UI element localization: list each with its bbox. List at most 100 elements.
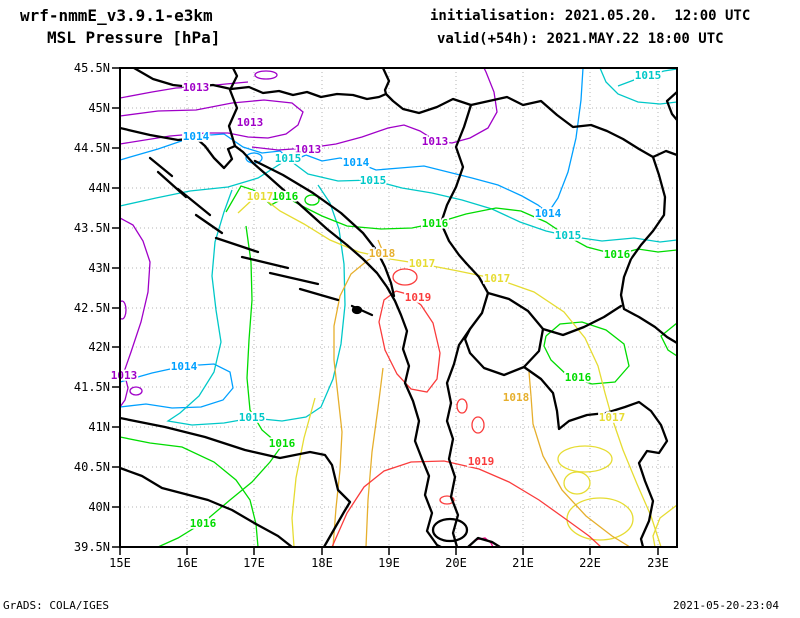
tick-layer — [112, 67, 659, 555]
contour-1014-line — [120, 68, 584, 214]
contour-group-1013 — [120, 68, 498, 408]
contour-label-1019: 1019 — [405, 291, 432, 304]
coastline-border — [439, 103, 473, 265]
coastline-border — [148, 156, 174, 178]
contour-1013-line — [120, 99, 304, 145]
lat-tick-label: 41.5N — [74, 380, 110, 394]
contour-label-1017: 1017 — [247, 190, 274, 203]
lat-tick-label: 39.5N — [74, 540, 110, 554]
axis-label-layer: 45.5N 45N 44.5N 44N 43.5N 43N 42.5N 42N 41.5N 41N… — [74, 61, 669, 570]
contour-1019-line — [378, 290, 441, 393]
lat-tick-label: 43N — [88, 261, 110, 275]
contour-group-1019 — [331, 268, 602, 547]
contour-label-1016: 1016 — [269, 437, 296, 450]
lat-tick-label: 40N — [88, 500, 110, 514]
contour-1015-line — [120, 158, 677, 243]
contour-label-1016: 1016 — [604, 248, 631, 261]
contour-label-1015: 1015 — [555, 229, 582, 242]
contour-label-layer: 1013 1013 1013 1013 1013 1014 1014 1014 1014 1015… — [109, 67, 663, 532]
contour-1017-loop — [563, 471, 591, 495]
lon-tick-label: 23E — [647, 556, 669, 570]
contour-1014-line — [120, 363, 234, 409]
lon-tick-label: 22E — [579, 556, 601, 570]
island-shape — [431, 517, 469, 543]
coastline-border — [381, 68, 677, 159]
coastline-border — [619, 155, 677, 345]
coastline-border — [463, 291, 545, 377]
coastline-layer — [120, 68, 677, 547]
contour-1018-line — [365, 367, 384, 547]
island-shape — [351, 305, 363, 315]
coastline-border — [132, 68, 388, 101]
contour-label-1019: 1019 — [468, 455, 495, 468]
contour-1013-loop — [129, 386, 143, 396]
contour-label-1014: 1014 — [171, 360, 198, 373]
contour-label-1016: 1016 — [422, 217, 449, 230]
contour-label-1018: 1018 — [503, 391, 530, 404]
coastline-border — [298, 287, 340, 302]
contour-layer — [120, 68, 677, 547]
coastline-border — [120, 466, 294, 547]
lat-tick-label: 44.5N — [74, 141, 110, 155]
contour-1018-line — [332, 239, 384, 547]
contour-1016-loop — [304, 194, 320, 206]
contour-group-1017 — [237, 196, 677, 547]
contour-group-1015 — [120, 68, 677, 426]
lat-tick-label: 42.5N — [74, 301, 110, 315]
coastline-border — [268, 271, 320, 286]
contour-label-1018: 1018 — [369, 247, 396, 260]
contour-label-1014: 1014 — [535, 207, 562, 220]
contour-group-1018 — [332, 239, 631, 547]
contour-1019-loop — [392, 268, 418, 286]
contour-1016-line — [120, 436, 259, 547]
contour-label-1017: 1017 — [484, 272, 511, 285]
contour-1016-line — [157, 225, 285, 547]
coastline-border — [120, 126, 443, 547]
model-title: wrf-nmmE_v3.9.1-e3km — [20, 6, 213, 25]
contour-1017-loop — [557, 445, 613, 473]
contour-1015-line — [166, 184, 346, 426]
contour-label-1014: 1014 — [343, 156, 370, 169]
contour-label-1014: 1014 — [183, 130, 210, 143]
contour-1013-loop — [254, 70, 278, 80]
field-title: MSL Pressure [hPa] — [47, 28, 221, 47]
coastline-border — [466, 536, 502, 547]
creation-timestamp: 2021-05-20-23:04 — [673, 599, 779, 612]
lat-tick-label: 43.5N — [74, 221, 110, 235]
coastline-border — [665, 90, 677, 122]
contour-label-1017: 1017 — [409, 257, 436, 270]
map-frame — [119, 67, 678, 548]
contour-1019-line — [331, 460, 602, 547]
contour-label-1013: 1013 — [295, 143, 322, 156]
contour-group-1014 — [120, 68, 584, 409]
contour-1019-loop — [439, 495, 455, 505]
coastline-border — [120, 416, 352, 547]
lon-tick-label: 15E — [109, 556, 131, 570]
coastline-border — [227, 68, 239, 148]
contour-1019-loop — [456, 398, 468, 414]
valid-time-label: valid(+54h): 2021.MAY.22 18:00 UTC — [437, 31, 724, 47]
contour-1017-line — [652, 504, 677, 547]
coastline-border — [240, 255, 290, 270]
contour-label-1013: 1013 — [183, 81, 210, 94]
contour-label-1015: 1015 — [275, 152, 302, 165]
lat-tick-label: 45N — [88, 101, 110, 115]
coastline-border — [445, 261, 490, 547]
contour-label-1017: 1017 — [599, 411, 626, 424]
coastline-border — [253, 159, 396, 298]
lat-tick-label: 40.5N — [74, 460, 110, 474]
lat-tick-label: 42N — [88, 340, 110, 354]
coastline-border — [194, 213, 224, 235]
coastline-border — [541, 304, 623, 337]
contour-label-1013: 1013 — [111, 369, 138, 382]
lat-tick-label: 44N — [88, 181, 110, 195]
contour-group-1016 — [120, 185, 677, 547]
contour-1016-line — [660, 322, 677, 357]
contour-1013-line — [120, 217, 151, 408]
contour-1013-line — [251, 68, 498, 151]
coastline-border — [176, 187, 212, 217]
lon-tick-label: 17E — [243, 556, 265, 570]
contour-1013-loop — [120, 300, 127, 320]
